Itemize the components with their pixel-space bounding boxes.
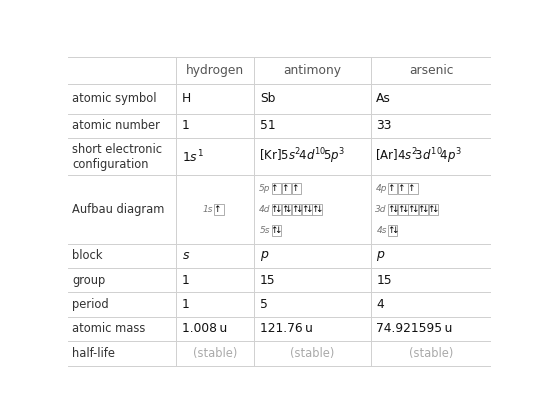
Text: ↓: ↓ (315, 205, 323, 214)
Text: group: group (73, 274, 106, 287)
Text: ↑: ↑ (407, 205, 415, 214)
Bar (272, 204, 281, 215)
Text: ↓: ↓ (275, 226, 282, 235)
Text: (stable): (stable) (290, 347, 335, 360)
Text: ↓: ↓ (275, 205, 282, 214)
Bar (388, 204, 397, 215)
Text: 1: 1 (182, 298, 189, 311)
Text: 4p: 4p (376, 184, 387, 193)
Text: atomic mass: atomic mass (73, 323, 146, 336)
Text: Aufbau diagram: Aufbau diagram (73, 203, 165, 216)
Text: arsenic: arsenic (409, 64, 453, 77)
Text: ↑: ↑ (281, 205, 288, 214)
Bar (399, 183, 408, 194)
Text: 15: 15 (376, 274, 392, 287)
Text: ↓: ↓ (391, 205, 398, 214)
Bar (215, 204, 224, 215)
Text: ↓: ↓ (411, 205, 419, 214)
Text: 3d: 3d (376, 205, 387, 214)
Text: 5: 5 (260, 298, 268, 311)
Text: ↑: ↑ (387, 205, 395, 214)
Text: ↓: ↓ (391, 226, 398, 235)
Text: 1.008 u: 1.008 u (182, 323, 227, 336)
Text: 4d: 4d (259, 205, 270, 214)
Text: ↑: ↑ (311, 205, 319, 214)
Bar (282, 183, 291, 194)
Text: 74.921595 u: 74.921595 u (376, 323, 453, 336)
Text: $s$: $s$ (182, 249, 190, 263)
Text: 1: 1 (182, 119, 189, 132)
Text: ↓: ↓ (305, 205, 312, 214)
Bar (408, 204, 418, 215)
Text: Sb: Sb (260, 92, 275, 105)
Bar (312, 204, 322, 215)
Bar (292, 183, 301, 194)
Bar (272, 225, 281, 236)
Bar (388, 183, 397, 194)
Text: 1s: 1s (203, 205, 213, 214)
Bar (429, 204, 438, 215)
Text: ↑: ↑ (301, 205, 308, 214)
Text: (stable): (stable) (409, 347, 453, 360)
Text: ↓: ↓ (401, 205, 408, 214)
Text: 33: 33 (376, 119, 392, 132)
Text: ↓: ↓ (284, 205, 292, 214)
Text: 15: 15 (260, 274, 276, 287)
Text: antimony: antimony (283, 64, 342, 77)
Text: ↑: ↑ (397, 184, 405, 193)
Text: 1: 1 (182, 274, 189, 287)
Text: ↑: ↑ (281, 184, 288, 193)
Text: $[\mathrm{Kr}]5s^2\!4d^{10}\!5p^3$: $[\mathrm{Kr}]5s^2\!4d^{10}\!5p^3$ (259, 147, 345, 166)
Text: ↑: ↑ (291, 205, 299, 214)
Text: 51: 51 (260, 119, 276, 132)
Text: 4s: 4s (376, 226, 387, 235)
Text: ↓: ↓ (295, 205, 302, 214)
Bar (399, 204, 408, 215)
Bar (388, 225, 397, 236)
Text: ↑: ↑ (428, 205, 435, 214)
Text: 5p: 5p (259, 184, 270, 193)
Text: H: H (182, 92, 191, 105)
Text: ↓: ↓ (431, 205, 439, 214)
Bar (272, 183, 281, 194)
Text: $1s^1$: $1s^1$ (182, 148, 204, 165)
Bar (292, 204, 301, 215)
Bar (408, 183, 418, 194)
Text: block: block (73, 249, 103, 263)
Text: (stable): (stable) (193, 347, 238, 360)
Text: ↓: ↓ (421, 205, 429, 214)
Text: half-life: half-life (73, 347, 116, 360)
Text: ↑: ↑ (271, 226, 278, 235)
Text: ↑: ↑ (418, 205, 425, 214)
Text: 4: 4 (376, 298, 384, 311)
Text: 5s: 5s (260, 226, 270, 235)
Text: ↑: ↑ (387, 184, 395, 193)
Text: ↑: ↑ (291, 184, 299, 193)
Text: ↑: ↑ (387, 226, 395, 235)
Text: period: period (73, 298, 109, 311)
Text: ↑: ↑ (397, 205, 405, 214)
Text: 121.76 u: 121.76 u (260, 323, 313, 336)
Text: hydrogen: hydrogen (186, 64, 245, 77)
Text: ↑: ↑ (271, 184, 278, 193)
Text: $p$: $p$ (260, 249, 269, 263)
Text: $p$: $p$ (376, 249, 385, 263)
Text: $[\mathrm{Ar}]4s^2\!3d^{10}\!4p^3$: $[\mathrm{Ar}]4s^2\!3d^{10}\!4p^3$ (375, 147, 462, 166)
Text: ↑: ↑ (213, 205, 221, 214)
Text: atomic symbol: atomic symbol (73, 92, 157, 105)
Bar (282, 204, 291, 215)
Text: short electronic
configuration: short electronic configuration (73, 143, 163, 171)
Bar (302, 204, 312, 215)
Bar (419, 204, 428, 215)
Text: ↑: ↑ (271, 205, 278, 214)
Text: ↑: ↑ (407, 184, 415, 193)
Text: atomic number: atomic number (73, 119, 161, 132)
Text: As: As (376, 92, 391, 105)
